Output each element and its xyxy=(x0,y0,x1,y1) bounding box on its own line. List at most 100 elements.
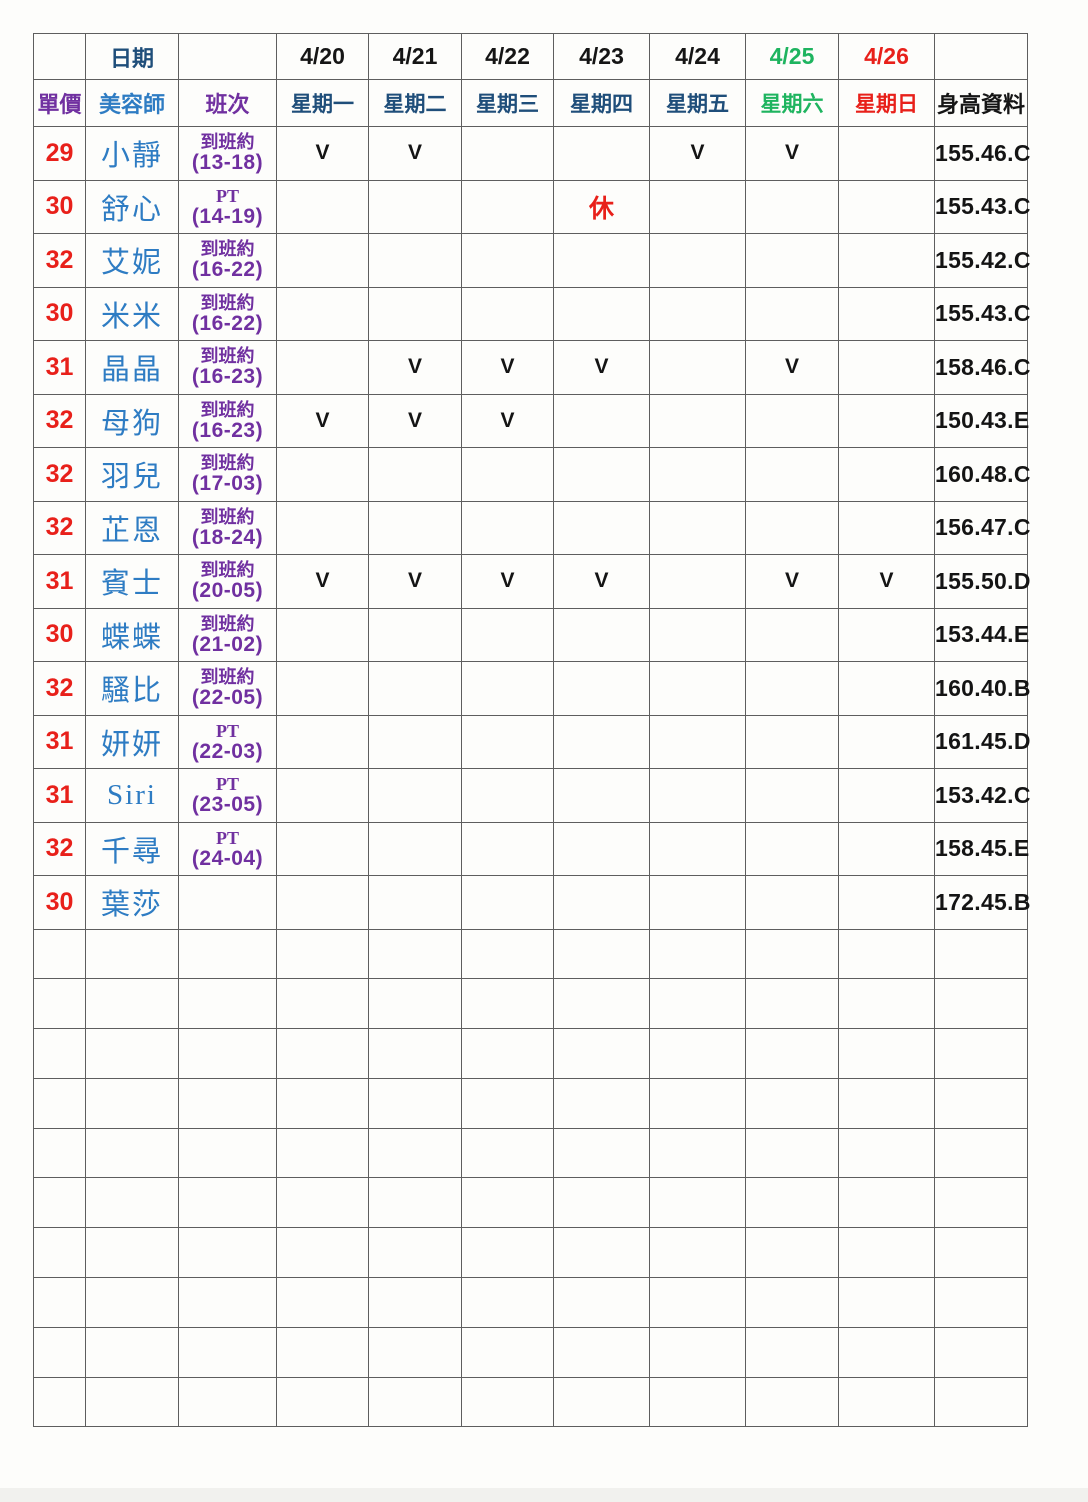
day-cell xyxy=(649,661,746,716)
day-cell xyxy=(553,661,650,716)
day-cell xyxy=(276,661,369,716)
weekday-header-cell: 星期四 xyxy=(553,79,650,127)
price-cell: 32 xyxy=(33,500,86,555)
shift-type-label: 到班約 xyxy=(200,292,255,313)
empty-row xyxy=(33,1028,1028,1079)
empty-cell xyxy=(553,928,650,980)
shift-cell xyxy=(178,875,277,930)
day-cell xyxy=(553,768,650,823)
shift-cell: 到班約 (16-22) xyxy=(178,233,277,288)
day-cell xyxy=(649,340,746,395)
empty-cell xyxy=(745,1376,839,1428)
day-cell xyxy=(368,179,462,234)
shift-type-label: 到班約 xyxy=(200,506,255,527)
price-cell: 30 xyxy=(33,875,86,930)
empty-cell xyxy=(838,1277,935,1328)
schedule-row: 32 千尋 PT (24-04) 158.45.E xyxy=(33,821,1029,876)
beautician-name-cell: 艾妮 xyxy=(85,233,179,288)
check-mark-cell: V xyxy=(553,554,650,609)
empty-cell xyxy=(85,1227,179,1279)
empty-row xyxy=(33,1177,1028,1229)
shift-cell: PT (14-19) xyxy=(178,179,277,234)
empty-cell xyxy=(934,1127,1028,1179)
shift-type-label: 到班約 xyxy=(200,453,255,474)
day-cell xyxy=(745,821,839,876)
day-cell xyxy=(276,875,369,930)
price-cell: 30 xyxy=(33,607,86,662)
day-cell xyxy=(649,179,746,234)
day-cell xyxy=(838,393,935,448)
shift-cell: 到班約 (18-24) xyxy=(178,500,277,555)
day-cell xyxy=(461,233,554,288)
shift-hours-label: (16-22) xyxy=(191,311,264,335)
schedule-sheet: 日期 4/20 4/21 4/22 4/23 4/24 4/25 4/26 單價… xyxy=(33,33,1030,1428)
day-cell xyxy=(649,233,746,288)
empty-row xyxy=(33,1376,1028,1428)
day-cell xyxy=(276,821,369,876)
shift-cell: 到班約 (16-23) xyxy=(178,340,277,395)
empty-cell xyxy=(33,928,86,980)
day-cell xyxy=(276,233,369,288)
schedule-row: 30 米米 到班約 (16-22) 155.43.C xyxy=(33,286,1030,341)
shift-hours-label: (21-02) xyxy=(191,632,264,656)
empty-cell xyxy=(838,1376,935,1428)
weekday-header-cell: 星期二 xyxy=(368,79,462,127)
day-cell xyxy=(649,768,746,823)
empty-cell xyxy=(85,1077,179,1129)
schedule-row: 31 晶晶 到班約 (16-23) V V V V 158.46.C xyxy=(33,340,1030,395)
shift-hours-label: (22-05) xyxy=(191,686,264,710)
check-mark-cell: V xyxy=(461,393,554,448)
day-cell xyxy=(553,821,650,876)
day-cell xyxy=(276,447,369,502)
check-mark-cell: V xyxy=(276,554,369,609)
check-mark-cell: V xyxy=(745,554,839,609)
beautician-name-cell: 葉莎 xyxy=(85,875,179,930)
shift-cell: PT (23-05) xyxy=(178,768,277,823)
shift-cell: 到班約 (16-22) xyxy=(178,286,277,341)
beautician-name-cell: 米米 xyxy=(85,286,179,341)
check-mark-cell: V xyxy=(461,554,554,609)
schedule-row: 32 艾妮 到班約 (16-22) 155.42.C xyxy=(33,233,1030,288)
empty-cell xyxy=(368,1277,462,1328)
price-cell: 31 xyxy=(33,340,86,395)
empty-cell xyxy=(461,1077,554,1129)
empty-cell xyxy=(649,1177,746,1229)
schedule-row: 32 騷比 到班約 (22-05) 160.40.B xyxy=(33,661,1030,716)
day-cell xyxy=(838,286,935,341)
day-cell xyxy=(838,340,935,395)
day-cell xyxy=(553,447,650,502)
day-cell xyxy=(745,286,839,341)
price-cell: 30 xyxy=(33,179,86,234)
empty-cell xyxy=(461,1227,554,1279)
day-cell xyxy=(838,500,935,555)
day-cell xyxy=(553,233,650,288)
empty-row xyxy=(33,1227,1028,1279)
day-cell xyxy=(368,233,462,288)
empty-cell xyxy=(934,1227,1028,1279)
shift-cell: PT (24-04) xyxy=(178,821,277,876)
schedule-row: 29 小靜 到班約 (13-18) V V V V 155.46.C xyxy=(33,126,1030,181)
day-cell xyxy=(461,714,554,769)
day-cell xyxy=(745,179,839,234)
empty-cell xyxy=(649,1127,746,1179)
day-cell xyxy=(745,661,839,716)
day-cell xyxy=(745,447,839,502)
empty-cell xyxy=(276,978,369,1030)
day-cell xyxy=(368,875,462,930)
shift-hours-label: (22-03) xyxy=(191,739,264,763)
corner-cell xyxy=(33,33,86,80)
empty-cell xyxy=(649,978,746,1030)
height-data-cell: 156.47.C xyxy=(934,500,1030,555)
empty-cell xyxy=(553,1326,650,1378)
day-cell xyxy=(276,179,369,234)
price-cell: 32 xyxy=(33,821,86,876)
day-cell xyxy=(553,500,650,555)
empty-cell xyxy=(368,1177,462,1229)
empty-cell xyxy=(178,1227,277,1279)
empty-cell xyxy=(178,1177,277,1229)
beautician-name-cell: 芷恩 xyxy=(85,500,179,555)
empty-cell xyxy=(461,1127,554,1179)
shift-hours-label: (24-04) xyxy=(191,846,264,870)
empty-cell xyxy=(276,1127,369,1179)
empty-cell xyxy=(368,978,462,1030)
